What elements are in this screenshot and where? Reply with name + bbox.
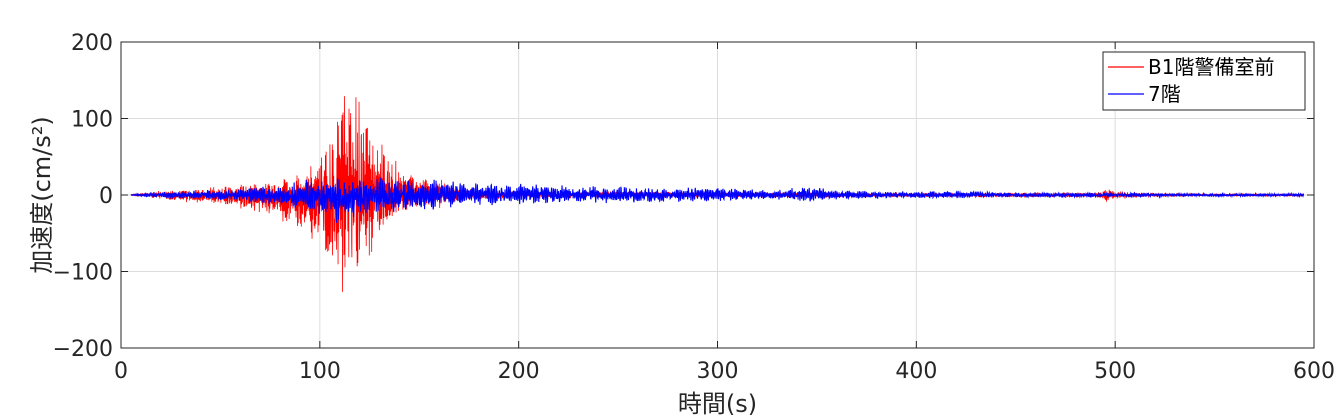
series-line-7f	[130, 177, 1305, 223]
y-tick-label: 100	[71, 108, 113, 133]
y-tick-label: −200	[53, 337, 113, 362]
y-tick-label: −100	[53, 261, 113, 286]
x-tick-label: 100	[299, 359, 341, 384]
x-tick-label: 600	[1293, 359, 1335, 384]
y-tick-label: 200	[71, 31, 113, 56]
y-tick-label: 0	[99, 184, 113, 209]
x-tick-label: 300	[697, 359, 739, 384]
x-tick-label: 400	[895, 359, 937, 384]
ticks: 0 100 200 300 400 500 600 −200 −100 0 100 200	[53, 31, 1335, 384]
x-tick-label: 500	[1094, 359, 1136, 384]
legend-box	[1102, 51, 1306, 111]
x-tick-label: 0	[114, 359, 128, 384]
x-axis-label: 時間(s)	[678, 390, 757, 418]
legend: B1階警備室前 7階	[1102, 51, 1306, 111]
x-tick-label: 200	[498, 359, 540, 384]
legend-label-b1: B1階警備室前	[1148, 55, 1274, 79]
series-layer	[130, 96, 1305, 292]
y-axis-label: 加速度(cm/s²)	[28, 116, 56, 274]
legend-label-7f: 7階	[1148, 82, 1181, 106]
